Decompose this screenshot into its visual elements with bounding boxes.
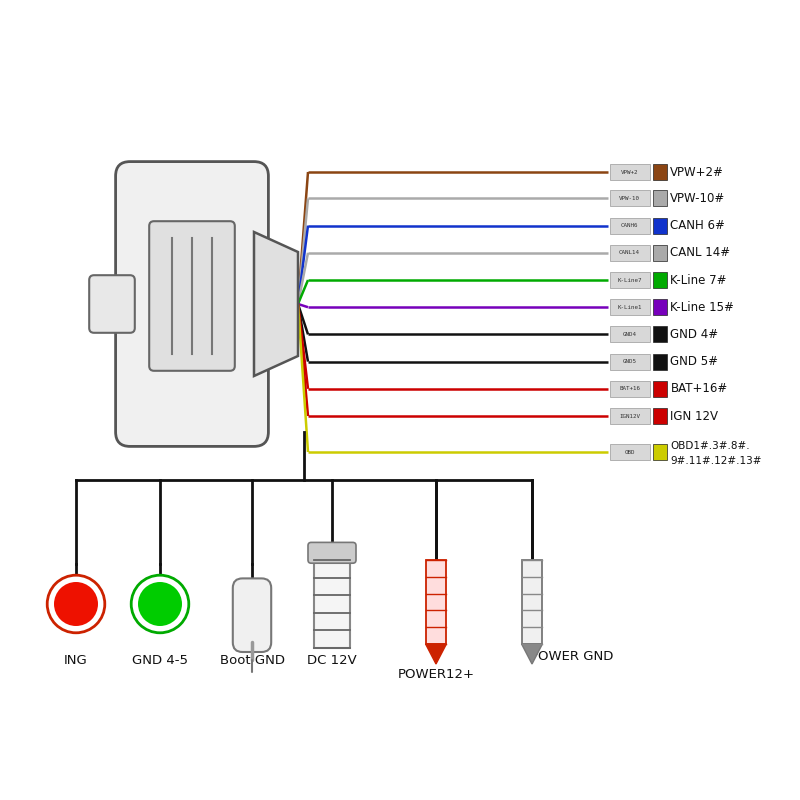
FancyBboxPatch shape	[610, 272, 650, 288]
FancyBboxPatch shape	[610, 354, 650, 370]
FancyBboxPatch shape	[610, 444, 650, 460]
Text: K-Line1: K-Line1	[618, 305, 642, 310]
FancyBboxPatch shape	[610, 408, 650, 424]
FancyBboxPatch shape	[610, 190, 650, 206]
FancyBboxPatch shape	[115, 162, 269, 446]
Polygon shape	[426, 644, 446, 664]
FancyBboxPatch shape	[653, 218, 667, 234]
Text: Boot GND: Boot GND	[219, 654, 285, 666]
Text: IGN12V: IGN12V	[619, 414, 640, 418]
Text: K-Line7: K-Line7	[618, 278, 642, 282]
FancyBboxPatch shape	[653, 326, 667, 342]
FancyBboxPatch shape	[653, 164, 667, 180]
Text: ING: ING	[64, 654, 88, 666]
FancyBboxPatch shape	[653, 272, 667, 288]
Text: BAT+16: BAT+16	[619, 386, 640, 391]
FancyBboxPatch shape	[426, 560, 446, 644]
Polygon shape	[254, 232, 298, 376]
Text: VPW-10: VPW-10	[619, 196, 640, 201]
Text: GND 4#: GND 4#	[670, 328, 718, 341]
Text: DC 12V: DC 12V	[307, 654, 357, 666]
Text: IGN 12V: IGN 12V	[670, 410, 718, 422]
Text: OBD1#.3#.8#.: OBD1#.3#.8#.	[670, 441, 750, 450]
FancyBboxPatch shape	[653, 408, 667, 424]
FancyBboxPatch shape	[653, 444, 667, 460]
Text: CANH 6#: CANH 6#	[670, 219, 726, 232]
FancyBboxPatch shape	[610, 164, 650, 180]
Text: VPW+2: VPW+2	[621, 170, 638, 174]
FancyBboxPatch shape	[610, 299, 650, 315]
Ellipse shape	[54, 582, 98, 626]
FancyBboxPatch shape	[610, 218, 650, 234]
Text: GND4: GND4	[622, 332, 637, 337]
FancyBboxPatch shape	[653, 381, 667, 397]
Text: POWER GND: POWER GND	[530, 650, 614, 662]
FancyBboxPatch shape	[308, 542, 356, 563]
FancyBboxPatch shape	[610, 326, 650, 342]
Text: CANH6: CANH6	[621, 223, 638, 228]
Text: CANL 14#: CANL 14#	[670, 246, 730, 259]
Text: POWER12+: POWER12+	[398, 668, 474, 681]
Text: K-Line 7#: K-Line 7#	[670, 274, 727, 286]
FancyBboxPatch shape	[653, 299, 667, 315]
FancyBboxPatch shape	[610, 245, 650, 261]
Text: GND5: GND5	[622, 359, 637, 364]
Text: VPW-10#: VPW-10#	[670, 192, 726, 205]
Text: OBD: OBD	[624, 450, 635, 454]
Ellipse shape	[131, 575, 189, 633]
FancyBboxPatch shape	[653, 245, 667, 261]
Text: K-Line 15#: K-Line 15#	[670, 301, 734, 314]
Text: GND 5#: GND 5#	[670, 355, 718, 368]
FancyBboxPatch shape	[522, 560, 542, 644]
FancyBboxPatch shape	[610, 381, 650, 397]
FancyBboxPatch shape	[149, 221, 235, 371]
Text: GND 4-5: GND 4-5	[132, 654, 188, 666]
FancyBboxPatch shape	[314, 560, 350, 648]
FancyBboxPatch shape	[233, 578, 271, 652]
Text: 9#.11#.12#.13#: 9#.11#.12#.13#	[670, 456, 762, 466]
FancyBboxPatch shape	[653, 190, 667, 206]
Polygon shape	[522, 644, 542, 664]
FancyBboxPatch shape	[653, 354, 667, 370]
Ellipse shape	[47, 575, 105, 633]
FancyBboxPatch shape	[89, 275, 134, 333]
Text: VPW+2#: VPW+2#	[670, 166, 724, 178]
Text: BAT+16#: BAT+16#	[670, 382, 728, 395]
Text: CANL14: CANL14	[619, 250, 640, 255]
Ellipse shape	[138, 582, 182, 626]
